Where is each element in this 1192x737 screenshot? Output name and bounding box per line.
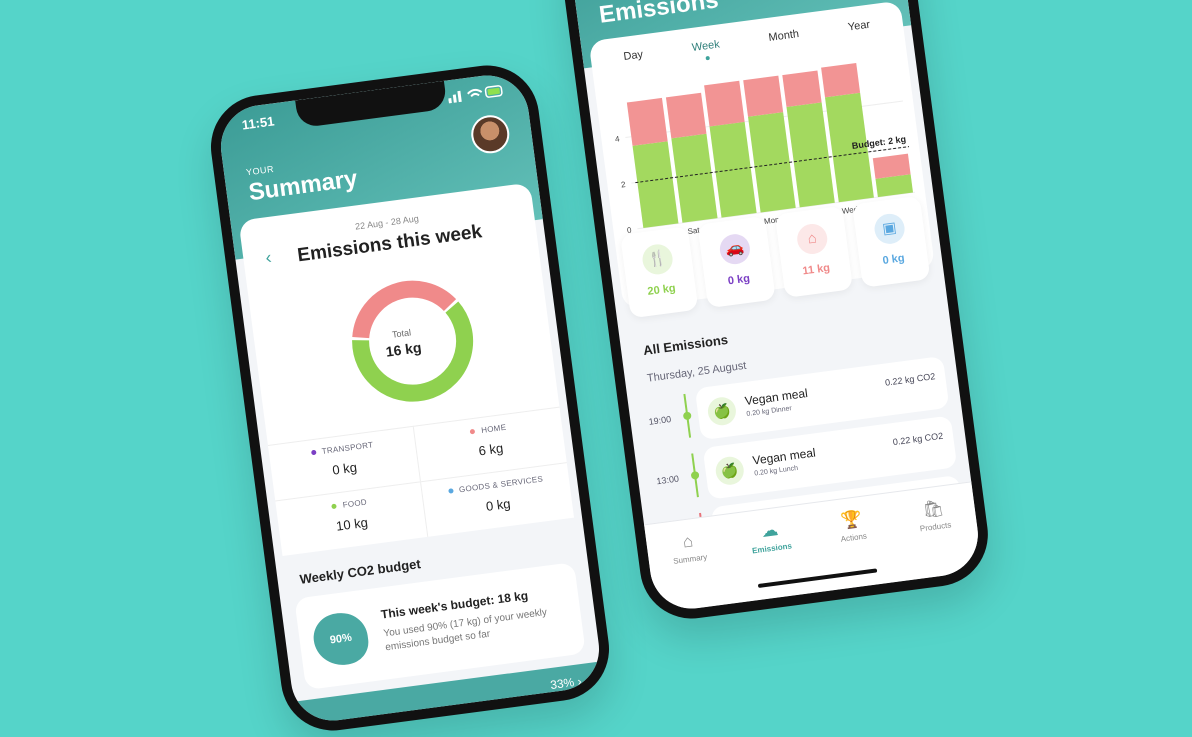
category-label: GOODS & SERVICES bbox=[458, 474, 544, 495]
category-dot bbox=[331, 503, 338, 510]
tile-value: 0 kg bbox=[881, 252, 906, 267]
category-tile[interactable]: 🚗 0 kg bbox=[697, 215, 776, 309]
donut-segment bbox=[352, 301, 474, 402]
tile-icon: ⌂ bbox=[795, 222, 830, 256]
list-date: Thursday, 25 August bbox=[646, 359, 748, 385]
x-tick-label: Sat bbox=[687, 226, 701, 237]
bar-segment bbox=[875, 174, 914, 198]
tab[interactable]: Day bbox=[623, 49, 645, 71]
entry-detail: 0.20 kg Lunch bbox=[753, 464, 799, 478]
page: 11:51 YOUR Summary 22 Aug - 28 Aug ‹ Emi… bbox=[204, 0, 995, 737]
phone-summary: 11:51 YOUR Summary 22 Aug - 28 Aug ‹ Emi… bbox=[204, 59, 616, 737]
entry-time: 13:00 bbox=[655, 473, 680, 487]
nav-item[interactable]: 🛍 Products bbox=[902, 496, 972, 580]
timeline-dot bbox=[682, 411, 692, 421]
donut-chart bbox=[352, 280, 474, 402]
list-heading: All Emissions bbox=[642, 331, 729, 358]
screen: 11:51 YOUR Summary 22 Aug - 28 Aug ‹ Emi… bbox=[215, 70, 605, 726]
tab-label: Day bbox=[622, 48, 644, 64]
tab-indicator bbox=[705, 55, 710, 61]
bar-segment bbox=[743, 75, 784, 117]
bar-segment bbox=[671, 133, 718, 223]
category-label: HOME bbox=[480, 422, 507, 435]
category-dot bbox=[470, 429, 476, 435]
entry-icon: 🍏 bbox=[714, 455, 746, 487]
x-tick-label: Mon bbox=[763, 215, 780, 226]
entry-co2: 0.22 kg CO2 bbox=[892, 430, 944, 448]
donut-segment bbox=[352, 280, 457, 339]
tab[interactable]: Month bbox=[768, 28, 801, 52]
nav-item[interactable]: ⌂ Summary bbox=[657, 528, 727, 612]
category-tile[interactable]: ⌂ 11 kg bbox=[774, 205, 854, 298]
nav-item[interactable]: ☁ Emissions bbox=[739, 517, 809, 601]
entry-time: 19:00 bbox=[648, 414, 672, 427]
bar-segment bbox=[626, 97, 668, 146]
bar-segment bbox=[748, 112, 796, 213]
bar-segment bbox=[872, 153, 911, 179]
entry-co2: 0.22 kg CO2 bbox=[884, 371, 936, 388]
tab[interactable]: Week bbox=[691, 38, 721, 61]
tab-label: Month bbox=[767, 28, 800, 44]
entry-title: Vegan meal bbox=[743, 385, 809, 409]
progress-text: 33% bbox=[549, 675, 576, 693]
bottom-nav: ⌂ Summary ☁ Emissions 🏆 Actions 🛍 Products bbox=[644, 481, 983, 614]
bar-segment bbox=[786, 102, 835, 208]
category-tile[interactable]: ▣ 0 kg bbox=[852, 195, 931, 288]
category-dot bbox=[447, 488, 454, 495]
bar-chart: 024FriSatSunMonTueWedThuBudget: 2 kg bbox=[615, 63, 916, 241]
tab[interactable]: Year bbox=[847, 19, 872, 42]
category-tile[interactable]: 🍴 20 kg bbox=[620, 226, 699, 319]
progress-value: 33% › bbox=[549, 674, 583, 693]
tile-icon: 🚗 bbox=[718, 232, 752, 267]
y-tick-label: 4 bbox=[615, 134, 621, 144]
tab-label: Year bbox=[847, 18, 871, 34]
bar-segment bbox=[632, 141, 679, 228]
status-icons bbox=[448, 85, 503, 104]
tile-icon: 🍴 bbox=[640, 242, 675, 277]
tile-icon: ▣ bbox=[872, 211, 907, 246]
bar-segment bbox=[782, 70, 822, 108]
category-dot bbox=[310, 450, 317, 456]
tile-value: 20 kg bbox=[646, 282, 677, 298]
emissions-card: 22 Aug - 28 Aug ‹ Emissions this week To… bbox=[238, 182, 562, 464]
bar-segment bbox=[821, 63, 861, 98]
bar-segment bbox=[709, 121, 757, 218]
budget-badge: 90% bbox=[310, 609, 372, 669]
x-tick-label: Wed bbox=[841, 205, 858, 216]
entry-icon: 🍏 bbox=[706, 395, 738, 427]
category-label: TRANSPORT bbox=[321, 440, 374, 456]
bar-segment bbox=[704, 80, 745, 127]
budget-heading: Weekly CO2 budget bbox=[298, 556, 422, 587]
timeline-dot bbox=[690, 470, 700, 480]
tab-label: Week bbox=[691, 38, 721, 55]
bar-segment bbox=[665, 92, 707, 139]
category-label: FOOD bbox=[342, 497, 368, 510]
y-tick-label: 2 bbox=[621, 180, 627, 190]
y-tick-label: 0 bbox=[627, 225, 633, 235]
bar-segment bbox=[824, 92, 874, 203]
entry-title: Vegan meal bbox=[751, 445, 817, 468]
tile-value: 11 kg bbox=[801, 261, 831, 278]
tile-value: 0 kg bbox=[727, 272, 751, 288]
